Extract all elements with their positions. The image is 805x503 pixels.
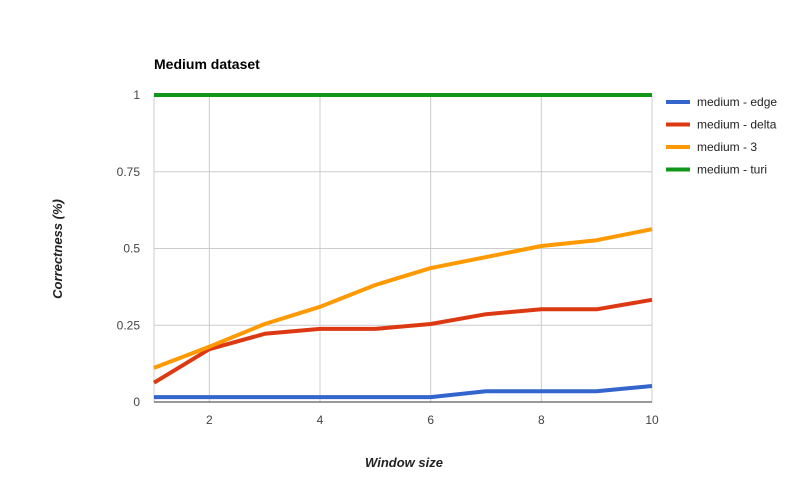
- chart-title: Medium dataset: [154, 56, 260, 72]
- legend-item: medium - turi: [666, 163, 767, 177]
- grid-lines: [153, 94, 653, 403]
- y-tick-label: 0.5: [123, 242, 140, 256]
- series-line-1: [154, 384, 653, 400]
- legend: medium - edge medium - delta medium - 3 med…: [666, 95, 777, 177]
- x-tick-label: 8: [538, 413, 545, 427]
- x-tick-label: 4: [317, 413, 324, 427]
- legend-label: medium - 3: [697, 140, 757, 154]
- series-lines: [152, 93, 653, 400]
- y-tick-label: 0.75: [117, 165, 141, 179]
- y-axis-ticks: 0 0.25 0.5 0.75 1: [117, 88, 141, 409]
- legend-label: medium - delta: [697, 118, 777, 132]
- x-tick-label: 6: [427, 413, 434, 427]
- y-tick-label: 0: [133, 395, 140, 409]
- legend-item: medium - edge: [666, 95, 777, 109]
- x-axis-title: Window size: [365, 455, 443, 470]
- x-tick-label: 2: [206, 413, 213, 427]
- y-axis-title: Correctness (%): [50, 199, 65, 299]
- legend-label: medium - turi: [697, 163, 767, 177]
- series-line-3: [153, 227, 653, 370]
- legend-item: medium - delta: [666, 118, 777, 132]
- legend-item: medium - 3: [666, 140, 757, 154]
- y-tick-label: 0.25: [117, 318, 141, 332]
- x-axis-ticks: 2 4 6 8 10: [206, 413, 659, 427]
- x-tick-label: 10: [645, 413, 659, 427]
- legend-label: medium - edge: [697, 95, 777, 109]
- series-line-2: [152, 297, 653, 385]
- y-tick-label: 1: [133, 88, 140, 102]
